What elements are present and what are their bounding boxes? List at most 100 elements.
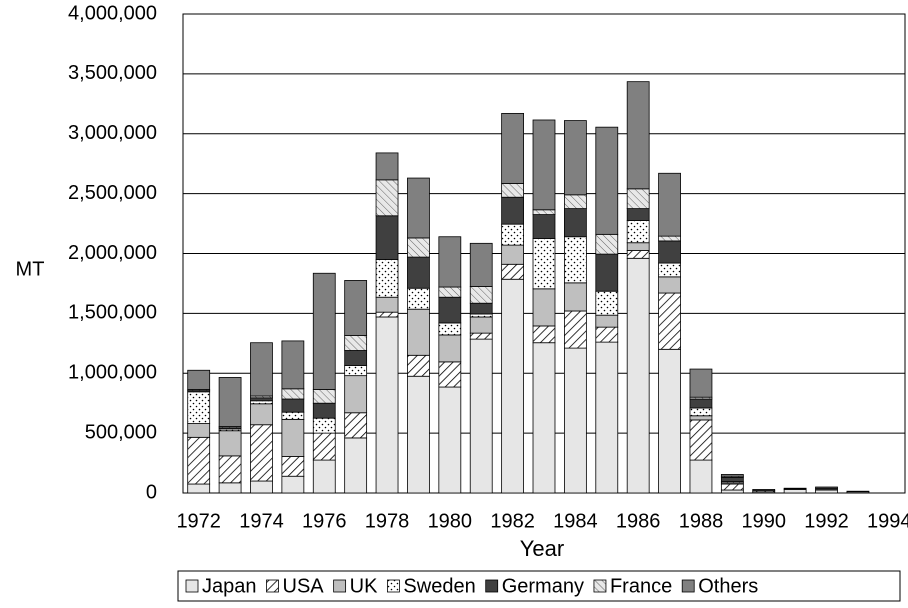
bar-segment — [532, 238, 556, 290]
bar-segment — [218, 455, 242, 484]
legend-swatch — [681, 579, 695, 593]
bar-segment — [626, 188, 650, 209]
bar-segment — [250, 403, 273, 426]
bar-segment — [438, 236, 462, 288]
bar-segment — [501, 223, 524, 246]
bar-segment — [344, 365, 368, 377]
bar-segment — [595, 341, 619, 494]
bar-segment — [312, 389, 336, 404]
bar-segment — [815, 486, 838, 489]
y-tick-label: 0 — [146, 481, 157, 503]
bar-segment — [250, 480, 273, 494]
bar-segment — [187, 369, 211, 390]
bar-segment — [689, 459, 713, 494]
bar-segment — [407, 177, 430, 239]
x-tick-label: 1988 — [679, 510, 724, 532]
x-tick-label: 1972 — [176, 510, 221, 532]
bar-segment — [532, 288, 556, 327]
bar-segment — [626, 250, 650, 259]
legend-label: France — [610, 575, 672, 597]
bar-segment — [595, 126, 619, 235]
bar-segment — [281, 398, 305, 413]
bar-segment — [595, 253, 619, 292]
x-tick-label: 1976 — [302, 510, 347, 532]
bar-segment — [312, 402, 336, 419]
bar-segment — [438, 361, 462, 388]
bar-segment — [658, 172, 681, 237]
bar-segment — [344, 280, 368, 336]
bar-segment — [438, 296, 462, 324]
x-tick-label: 1978 — [365, 510, 410, 532]
bar-segment — [815, 489, 838, 494]
bar-segment — [564, 236, 587, 284]
bar-segment — [501, 112, 524, 184]
legend — [177, 570, 901, 602]
bar-segment — [218, 430, 242, 457]
bar-segment — [501, 263, 524, 280]
bar-segment — [564, 120, 587, 196]
bar-segment — [689, 419, 713, 461]
bar-segment — [626, 220, 650, 244]
x-tick-label: 1980 — [428, 510, 473, 532]
bar-segment — [720, 489, 744, 494]
x-tick-label: 1994 — [867, 510, 908, 532]
bar-segment — [626, 208, 650, 221]
bar-segment — [658, 292, 681, 350]
bar-segment — [187, 483, 211, 494]
bar-segment — [312, 432, 336, 461]
x-axis-label: Year — [520, 536, 564, 561]
x-tick-label: 1986 — [616, 510, 661, 532]
bar-segment — [344, 335, 368, 351]
x-tick-label: 1974 — [239, 510, 284, 532]
bar-segment — [375, 311, 399, 318]
legend-swatch — [185, 579, 199, 593]
bar-segment — [218, 482, 242, 494]
bar-segment — [626, 257, 650, 494]
legend-label: Japan — [202, 575, 257, 597]
bar-segment — [564, 208, 587, 238]
bar-segment — [564, 282, 587, 312]
bar-segment — [689, 407, 713, 417]
bar-segment — [281, 388, 305, 400]
y-axis-label: MT — [16, 258, 45, 280]
bar-segment — [250, 397, 273, 402]
bar-segment — [658, 235, 681, 242]
bar-segment — [187, 436, 211, 485]
x-tick-label: 1992 — [804, 510, 849, 532]
bar-segment — [344, 437, 368, 494]
bar-segment — [595, 326, 619, 343]
bar-segment — [407, 256, 430, 289]
bar-segment — [689, 368, 713, 398]
legend-label: USA — [283, 575, 325, 597]
bar-segment — [407, 354, 430, 377]
bar-segment — [407, 375, 430, 494]
legend-swatch — [333, 579, 347, 593]
y-tick-label: 2,500,000 — [68, 182, 157, 204]
bar-segment — [564, 194, 587, 209]
bar-segment — [689, 398, 713, 409]
y-tick-label: 1,000,000 — [68, 362, 157, 384]
x-tick-label: 1982 — [490, 510, 535, 532]
bar-segment — [752, 489, 776, 492]
bar-segment — [375, 259, 399, 298]
bar-segment — [469, 302, 493, 315]
bar-segment — [312, 272, 336, 390]
bar-segment — [658, 240, 681, 264]
bar-segment — [783, 487, 807, 490]
bar-segment — [281, 418, 305, 457]
bar-segment — [783, 489, 807, 494]
bar-segment — [595, 233, 619, 255]
bar-segment — [438, 386, 462, 494]
bar-segment — [689, 415, 713, 421]
bar-segment — [281, 411, 305, 420]
bar-segment — [720, 477, 744, 483]
bar-segment — [250, 424, 273, 482]
bar-segment — [407, 287, 430, 310]
bar-segment — [501, 183, 524, 198]
bar-segment — [281, 475, 305, 494]
legend-label: Others — [698, 575, 758, 597]
x-tick-label: 1984 — [553, 510, 598, 532]
bar-segment — [501, 278, 524, 494]
bar-segment — [532, 342, 556, 494]
